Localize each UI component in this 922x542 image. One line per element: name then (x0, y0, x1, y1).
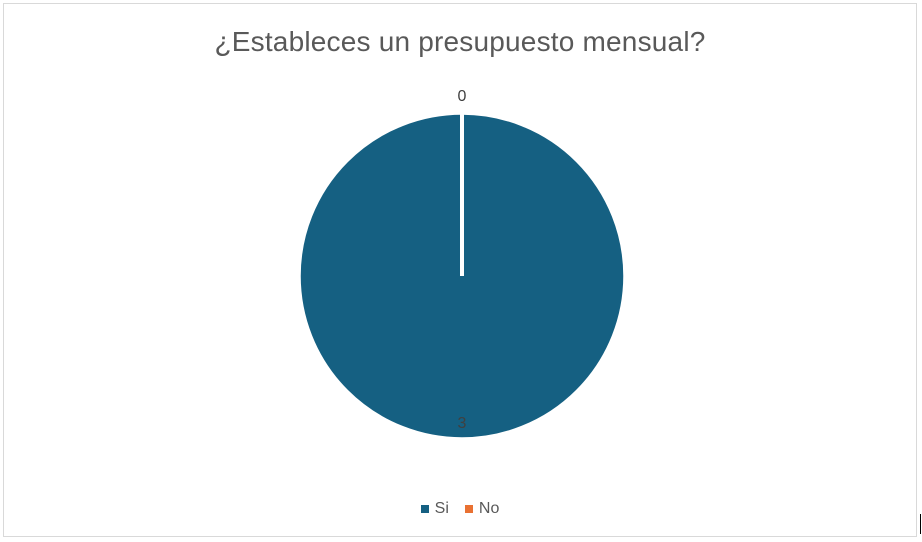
legend-swatch-no (464, 505, 473, 513)
chart-title: ¿Estableces un presupuesto mensual? (214, 26, 706, 57)
legend: Si No (4, 500, 916, 518)
legend-label-si: Si (434, 500, 449, 517)
legend-swatch-si (420, 505, 429, 513)
data-label-no: 0 (458, 88, 467, 105)
data-label-si: 3 (458, 415, 467, 432)
legend-item-si: Si (420, 500, 449, 518)
pie-chart: 30 (299, 88, 625, 439)
legend-item-no: No (464, 500, 500, 518)
legend-label-no: No (478, 500, 500, 517)
window-edge-mark (920, 514, 921, 534)
